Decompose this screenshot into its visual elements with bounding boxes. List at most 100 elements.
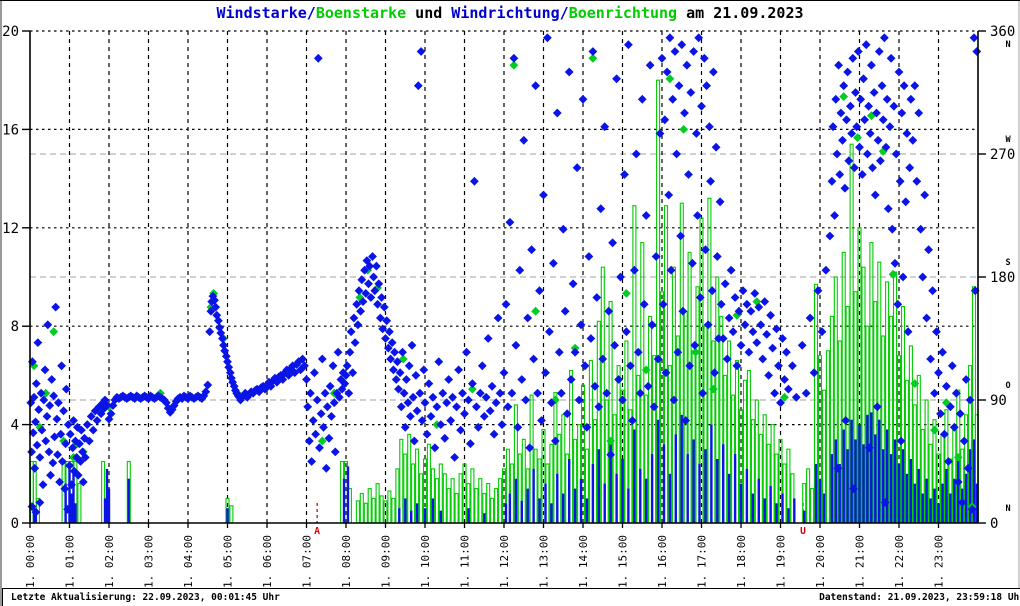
wind-direction-point [784, 384, 793, 394]
wind-direction-point [361, 289, 371, 298]
wind-direction-point [584, 252, 594, 261]
left-axis-label: 8 [11, 319, 19, 335]
wind-direction-point [676, 231, 685, 241]
wind-direction-point [300, 361, 309, 371]
wind-bar [573, 488, 577, 523]
wind-direction-point [491, 398, 501, 408]
x-axis-label: 21. 15:00 [617, 535, 630, 589]
wind-direction-point [36, 388, 46, 398]
wind-direction-point [886, 53, 896, 63]
wind-bar [431, 498, 435, 523]
wind-direction-point [836, 108, 846, 118]
x-axis-label: 21. 07:00 [301, 535, 314, 589]
wind-direction-point [566, 375, 576, 384]
wind-bar [854, 439, 857, 523]
wind-bar [591, 464, 595, 523]
wind-direction-point [382, 316, 392, 326]
wind-direction-point [695, 293, 705, 302]
wind-direction-point [760, 297, 770, 306]
left-axis-label: 4 [11, 418, 19, 434]
wind-bar [901, 449, 905, 523]
wind-bar [769, 486, 772, 523]
wind-direction-point [481, 392, 491, 402]
wind-direction-point [805, 313, 815, 323]
gust-bar [387, 490, 392, 524]
left-axis-label: 12 [2, 221, 19, 237]
wind-direction-point [664, 190, 674, 200]
right-axis-label: 180 [990, 270, 1015, 286]
wind-direction-point [703, 320, 713, 330]
wind-direction-point [38, 480, 48, 490]
wind-bar [514, 478, 518, 523]
wind-bar [733, 454, 737, 523]
wind-direction-point [686, 88, 696, 97]
wind-direction-point [50, 432, 59, 442]
wind-direction-point [934, 368, 943, 378]
wind-direction-point [30, 463, 40, 473]
wind-direction-point [68, 443, 78, 453]
wind-direction-point [649, 402, 659, 412]
wind-direction-point [881, 142, 891, 152]
wind-direction-point [41, 436, 51, 446]
wind-direction-point [416, 47, 426, 56]
wind-direction-point [442, 398, 452, 408]
wind-direction-point [399, 388, 409, 398]
gust-direction-point [622, 289, 631, 298]
wind-bar [686, 454, 689, 523]
wind-direction-point [711, 142, 721, 152]
wind-direction-point [660, 115, 670, 125]
wind-bar [921, 493, 924, 523]
wind-direction-point [702, 81, 711, 91]
wind-direction-point [855, 142, 864, 152]
gust-bar [77, 483, 82, 524]
wind-direction-point [394, 384, 403, 394]
wind-direction-point [365, 261, 375, 271]
wind-bar [415, 503, 419, 523]
wind-direction-point [63, 420, 73, 429]
left-axis-label: 16 [2, 122, 19, 138]
wind-bar [467, 508, 470, 523]
wind-bar [621, 459, 624, 523]
gust-bar [367, 488, 372, 524]
wind-direction-point [965, 395, 975, 405]
wind-direction-point [54, 398, 63, 408]
wind-direction-point [612, 74, 621, 84]
wind-bar [103, 498, 107, 523]
wind-direction-point [406, 412, 415, 421]
gust-direction-point [679, 125, 689, 134]
wind-direction-point [665, 33, 675, 43]
wind-direction-point [707, 286, 717, 296]
wind-direction-point [358, 297, 368, 306]
wind-direction-point [302, 375, 311, 384]
wind-direction-point [684, 170, 693, 179]
wind-direction-point [782, 347, 791, 357]
wind-direction-point [366, 293, 376, 302]
wind-direction-point [28, 428, 38, 438]
left-axis-label: 20 [2, 24, 19, 40]
wind-direction-point [828, 122, 838, 132]
wind-direction-point [714, 334, 723, 343]
wind-direction-point [46, 470, 55, 480]
wind-direction-point [517, 375, 527, 384]
wind-direction-point [873, 135, 883, 145]
wind-direction-point [967, 504, 977, 514]
wind-bar [893, 439, 897, 523]
wind-direction-point [206, 306, 216, 316]
wind-direction-point [545, 327, 554, 337]
wind-direction-point [946, 402, 955, 412]
wind-direction-point [169, 401, 179, 410]
wind-direction-point [434, 357, 444, 367]
wind-direction-point [631, 149, 641, 159]
wind-direction-point [312, 395, 322, 405]
wind-bar [716, 459, 719, 523]
wind-bar [34, 513, 38, 523]
wind-direction-point [742, 299, 752, 309]
title-boenstarke: Boenstarke [315, 4, 407, 22]
wind-bar [818, 478, 822, 523]
wind-direction-point [75, 439, 84, 449]
wind-direction-point [716, 299, 726, 309]
wind-direction-point [672, 149, 681, 159]
wind-direction-point [511, 340, 521, 350]
wind-direction-point [846, 101, 855, 111]
wind-bar [680, 414, 683, 523]
